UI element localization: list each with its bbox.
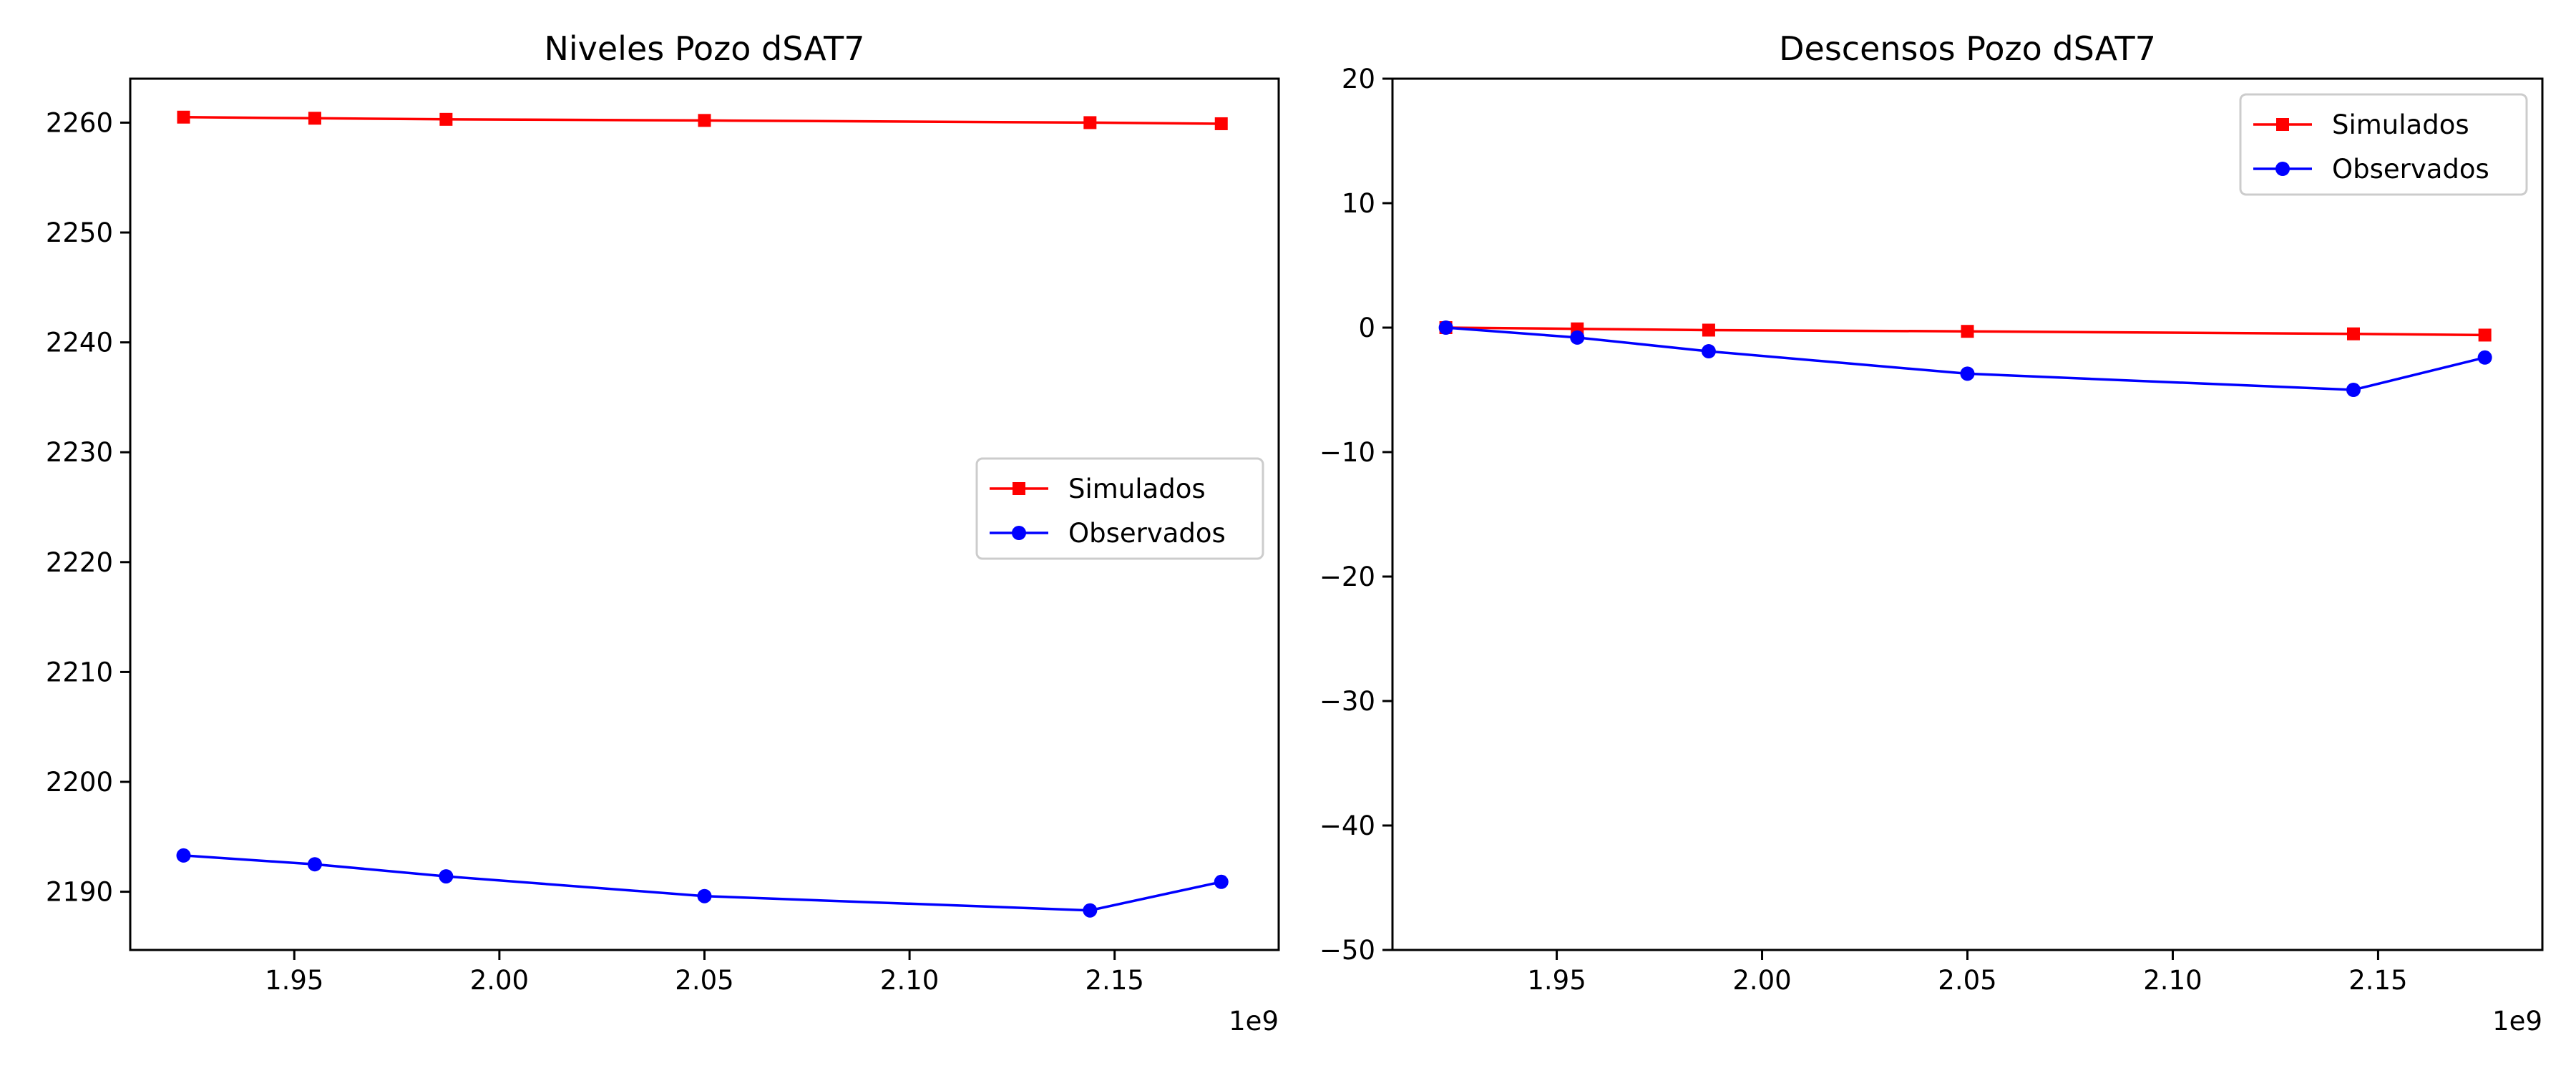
niveles-x-tick-label: 2.15 <box>1085 965 1144 996</box>
descensos-x-tick-label: 2.10 <box>2143 965 2202 996</box>
descensos-y-tick-label: −30 <box>1319 686 1375 717</box>
niveles-legend-marker-observados <box>1012 526 1026 540</box>
niveles-series-line-simulados <box>183 116 1221 125</box>
descensos-legend-marker-simulados <box>2276 118 2289 131</box>
niveles-y-tick-label: 2260 <box>46 107 113 138</box>
niveles-point-observados <box>1083 903 1098 918</box>
descensos-y-tick-label: −10 <box>1319 437 1375 468</box>
descensos-y-tick-label: 10 <box>1342 188 1375 219</box>
niveles-point-observados <box>176 848 191 863</box>
descensos-legend: Simulados Observados <box>2239 93 2528 196</box>
niveles-y-tick-label: 2220 <box>46 547 113 578</box>
descensos-x-tick-label: 2.15 <box>2348 965 2407 996</box>
descensos-y-tick-label: −40 <box>1319 810 1375 841</box>
descensos-point-observados <box>1960 366 1975 381</box>
niveles-axes-frame <box>129 77 1280 951</box>
niveles-y-tick-label: 2250 <box>46 217 113 248</box>
niveles-point-simulados <box>698 114 711 127</box>
descensos-x-tick-label: 2.00 <box>1732 965 1791 996</box>
niveles-x-tick-label: 2.00 <box>470 965 529 996</box>
niveles-chart-title: Niveles Pozo dSAT7 <box>544 29 864 68</box>
niveles-point-observados <box>697 888 712 903</box>
descensos-x-tick-label: 1.95 <box>1527 965 1586 996</box>
niveles-series-line-observados <box>183 854 1222 912</box>
descensos-point-simulados <box>2478 328 2492 342</box>
niveles-point-simulados <box>308 112 321 125</box>
descensos-series-line-simulados <box>1445 326 2485 337</box>
niveles-x-offset-label: 1e9 <box>1229 1006 1279 1037</box>
niveles-y-tick-label: 2190 <box>46 877 113 908</box>
descensos-legend-label-observados: Observados <box>2332 154 2489 185</box>
niveles-point-observados <box>1214 874 1229 889</box>
descensos-chart-title: Descensos Pozo dSAT7 <box>1779 29 2156 68</box>
niveles-point-simulados <box>1083 116 1097 129</box>
niveles-x-tick-label: 1.95 <box>265 965 323 996</box>
descensos-point-observados <box>2346 383 2361 397</box>
descensos-axes-frame <box>1391 77 2544 951</box>
niveles-point-simulados <box>1214 117 1228 130</box>
descensos-x-offset-label: 1e9 <box>2492 1006 2542 1037</box>
descensos-y-tick-label: −20 <box>1319 562 1375 592</box>
niveles-y-tick-label: 2240 <box>46 328 113 358</box>
descensos-point-simulados <box>2346 327 2360 340</box>
niveles-legend: Simulados Observados <box>975 457 1264 560</box>
descensos-point-simulados <box>1702 323 1715 337</box>
niveles-x-tick-label: 2.10 <box>880 965 939 996</box>
descensos-legend-label-simulados: Simulados <box>2332 109 2469 140</box>
niveles-y-tick-label: 2210 <box>46 657 113 687</box>
niveles-point-observados <box>439 869 454 884</box>
descensos-point-observados <box>1570 330 1585 345</box>
descensos-point-observados <box>1701 344 1716 359</box>
descensos-point-simulados <box>1961 325 1974 338</box>
niveles-y-tick-label: 2200 <box>46 767 113 798</box>
descensos-x-tick-label: 2.05 <box>1938 965 1996 996</box>
descensos-legend-marker-observados <box>2275 162 2290 176</box>
descensos-chart: Descensos Pozo dSAT7 1.95 2.00 2.05 2.10 2.15… <box>1319 29 2544 1037</box>
descensos-y-tick-label: −50 <box>1319 935 1375 966</box>
niveles-chart: Niveles Pozo dSAT7 1.95 2.00 2.05 2.10 2.15 1e… <box>46 29 1280 1037</box>
niveles-point-simulados <box>439 112 453 126</box>
descensos-series-line-observados <box>1445 326 2486 391</box>
niveles-legend-label-observados: Observados <box>1068 518 1226 549</box>
descensos-point-observados <box>1438 320 1453 335</box>
descensos-y-tick-label: 20 <box>1342 64 1375 94</box>
niveles-x-tick-label: 2.05 <box>675 965 733 996</box>
niveles-legend-marker-simulados <box>1013 482 1025 495</box>
niveles-point-simulados <box>177 110 190 124</box>
niveles-point-observados <box>307 857 322 872</box>
niveles-legend-label-simulados: Simulados <box>1068 474 1206 504</box>
descensos-point-observados <box>2477 350 2492 365</box>
niveles-y-tick-label: 2230 <box>46 437 113 468</box>
descensos-y-tick-label: 0 <box>1358 313 1375 343</box>
